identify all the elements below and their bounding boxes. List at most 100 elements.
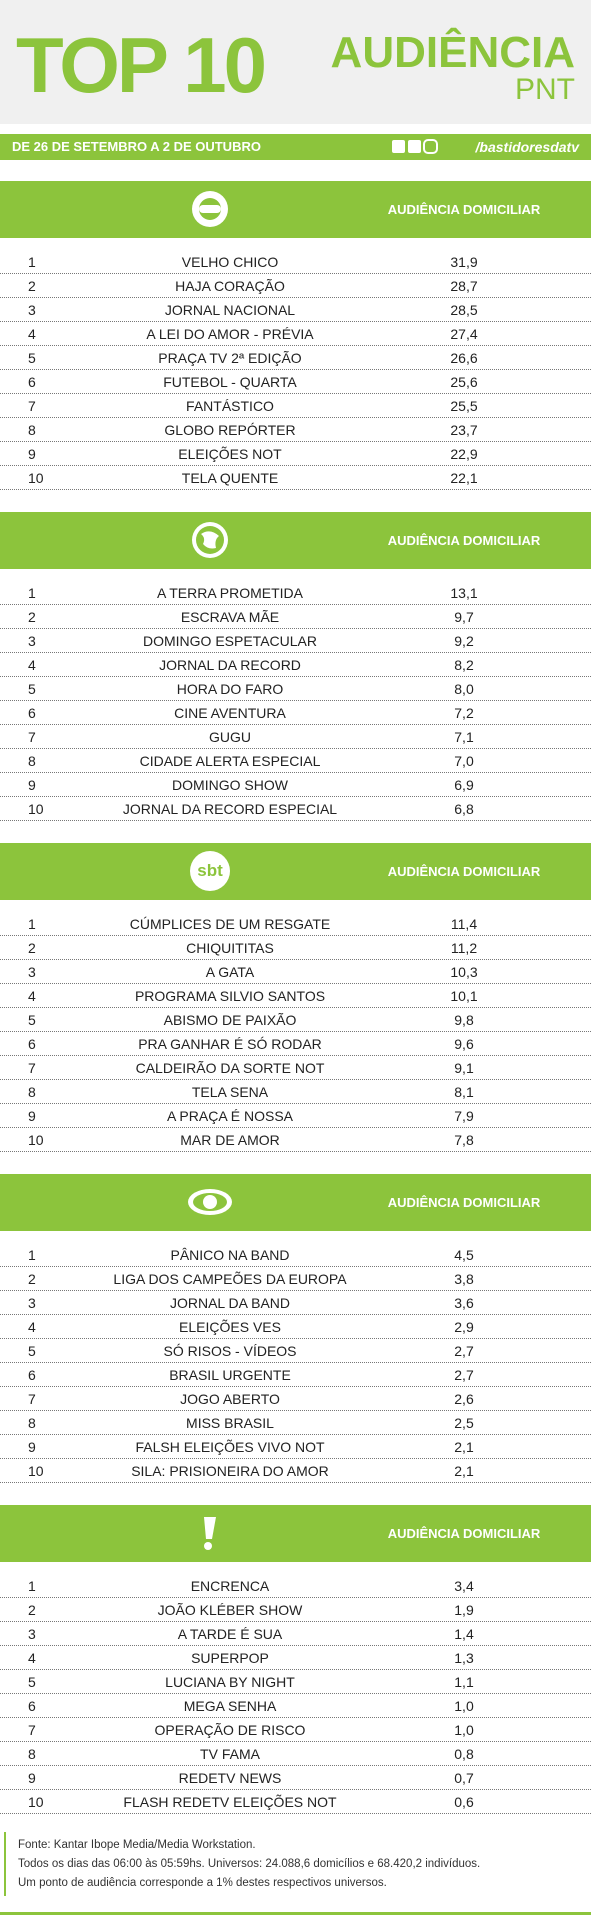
audience-value: 7,2 [454, 705, 474, 721]
audience-value: 0,6 [454, 1794, 474, 1810]
rank: 9 [28, 1108, 36, 1124]
table-row [0, 773, 591, 797]
table-row [0, 629, 591, 653]
audience-value: 31,9 [450, 254, 478, 270]
audience-value: 22,1 [450, 470, 478, 486]
section-heading: AUDIÊNCIA DOMICILIAR [387, 533, 541, 548]
channel-logo [192, 522, 228, 558]
rank: 3 [28, 1626, 36, 1642]
audience-value: 2,9 [454, 1319, 474, 1335]
program-name: DOMINGO SHOW [172, 777, 288, 793]
table-row [0, 1243, 591, 1267]
rank: 10 [28, 1794, 44, 1810]
audience-value: 3,8 [454, 1271, 474, 1287]
bottom-bar [0, 1912, 591, 1915]
rank: 8 [28, 1746, 36, 1762]
table-row [0, 370, 591, 394]
period: DE 26 DE SETEMBRO A 2 DE OUTUBRO [12, 139, 261, 154]
rank: 2 [28, 609, 36, 625]
program-name: FALSH ELEIÇÕES VIVO NOT [135, 1439, 325, 1455]
audience-value: 25,6 [450, 374, 478, 390]
channel-logo [188, 1189, 232, 1215]
table-row [0, 1267, 591, 1291]
section-heading: AUDIÊNCIA DOMICILIAR [387, 202, 541, 217]
rank: 4 [28, 657, 36, 673]
rank: 7 [28, 729, 36, 745]
rank: 9 [28, 1439, 36, 1455]
audience-value: 1,4 [454, 1626, 474, 1642]
program-name: LUCIANA BY NIGHT [165, 1674, 295, 1690]
program-name: ENCRENCA [190, 1578, 270, 1594]
audience-value: 9,2 [454, 633, 474, 649]
rank: 8 [28, 753, 36, 769]
title: TOP 10 [16, 21, 267, 109]
program-name: MAR DE AMOR [180, 1132, 280, 1148]
audience-value: 26,6 [450, 350, 478, 366]
table-row [0, 581, 591, 605]
table-row [0, 346, 591, 370]
table-row [0, 394, 591, 418]
rank: 10 [28, 470, 44, 486]
rank: 9 [28, 1770, 36, 1786]
audience-value: 8,1 [454, 1084, 474, 1100]
header-background [0, 0, 591, 124]
rank: 1 [28, 1578, 36, 1594]
table-row [0, 418, 591, 442]
section-heading: AUDIÊNCIA DOMICILIAR [387, 1195, 541, 1210]
rank: 1 [28, 585, 36, 601]
audience-value: 1,9 [454, 1602, 474, 1618]
table-row [0, 1363, 591, 1387]
rank: 8 [28, 422, 36, 438]
program-name: JORNAL NACIONAL [164, 302, 296, 318]
program-name: ELEIÇÕES NOT [178, 446, 282, 462]
table-row [0, 677, 591, 701]
table-row [0, 605, 591, 629]
table-row [0, 1646, 591, 1670]
program-name: JOGO ABERTO [180, 1391, 280, 1407]
rank: 8 [28, 1084, 36, 1100]
footer-note: Todos os dias das 06:00 às 05:59hs. Univ… [18, 1858, 481, 1870]
audience-value: 4,5 [454, 1247, 474, 1263]
program-name: A TARDE É SUA [177, 1626, 283, 1642]
audience-value: 2,1 [454, 1463, 474, 1479]
brand-sub: PNT [515, 73, 575, 106]
table-row [0, 725, 591, 749]
table-row [0, 1411, 591, 1435]
audience-value: 10,3 [450, 964, 478, 980]
audience-value: 3,6 [454, 1295, 474, 1311]
program-name: SÓ RISOS - VÍDEOS [163, 1343, 297, 1359]
table-row [0, 1670, 591, 1694]
rank: 2 [28, 1602, 36, 1618]
table-row [0, 1790, 591, 1814]
program-name: VELHO CHICO [181, 254, 279, 270]
rank: 1 [28, 1247, 36, 1263]
social-icons [392, 139, 438, 154]
table-row [0, 912, 591, 936]
rank: 10 [28, 1132, 44, 1148]
audience-value: 2,7 [454, 1367, 474, 1383]
rank: 7 [28, 1060, 36, 1076]
program-name: JORNAL DA RECORD [159, 657, 301, 673]
audience-value: 2,6 [454, 1391, 474, 1407]
rank: 6 [28, 1036, 36, 1052]
program-name: PROGRAMA SILVIO SANTOS [134, 988, 326, 1004]
audience-value: 7,0 [454, 753, 474, 769]
table-row [0, 1008, 591, 1032]
audience-value: 22,9 [450, 446, 478, 462]
table-row [0, 1032, 591, 1056]
section-header [0, 1174, 591, 1231]
audience-value: 13,1 [450, 585, 478, 601]
rank: 1 [28, 254, 36, 270]
audience-value: 7,1 [454, 729, 474, 745]
audience-value: 10,1 [450, 988, 478, 1004]
table-row [0, 322, 591, 346]
program-name: OPERAÇÃO DE RISCO [154, 1722, 306, 1738]
channel-logo [204, 1517, 216, 1550]
audience-value: 0,8 [454, 1746, 474, 1762]
audience-value: 23,7 [450, 422, 478, 438]
audience-value: 8,2 [454, 657, 474, 673]
rank: 2 [28, 1271, 36, 1287]
table-row [0, 653, 591, 677]
section-header [0, 181, 591, 238]
